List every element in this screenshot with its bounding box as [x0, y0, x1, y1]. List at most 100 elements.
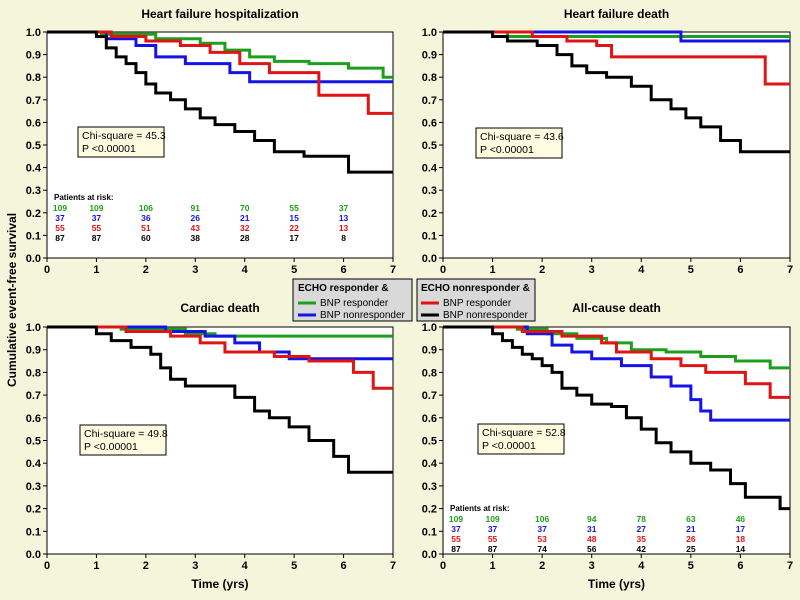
risk-table-value: 37 — [55, 213, 65, 223]
chi-square-label: Chi-square = 43.6 — [480, 131, 564, 143]
risk-table-value: 60 — [141, 233, 151, 243]
risk-table-value: 37 — [92, 213, 102, 223]
x-tick-label: 5 — [291, 560, 297, 572]
legend-entry-label: BNP nonresponder — [443, 310, 529, 321]
y-tick-label: 0.1 — [26, 230, 41, 242]
y-tick-label: 0.2 — [26, 208, 41, 220]
y-axis-label: Cumulative event-free survival — [5, 213, 19, 387]
y-tick-label: 0.4 — [422, 163, 438, 175]
panel-cardiac-death: Cardiac death 0.0 0.1 0.2 0.3 0.4 0.5 0.6 0.7 0.8… — [26, 301, 396, 591]
x-tick-label: 6 — [737, 264, 743, 276]
risk-table-value: 78 — [637, 514, 647, 524]
chi-square-label: Chi-square = 49.8 — [84, 428, 168, 440]
x-tick-label: 6 — [341, 264, 347, 276]
risk-table-value: 37 — [488, 524, 498, 534]
y-tick-label: 0.7 — [26, 95, 41, 107]
x-tick-label: 0 — [44, 560, 50, 572]
risk-table-title: Patients at risk: — [54, 193, 114, 202]
x-tick-label: 5 — [688, 264, 694, 276]
y-tick-label: 0.0 — [26, 549, 41, 561]
risk-table-value: 31 — [587, 524, 597, 534]
risk-table-value: 74 — [537, 544, 547, 554]
x-tick-label: 7 — [390, 264, 396, 276]
x-tick-label: 3 — [192, 560, 198, 572]
panel-title: Heart failure hospitalization — [141, 7, 298, 21]
panel-heart-failure-death: Heart failure death 0.0 0.1 0.2 0.3 0.4 0.5 0.6… — [422, 7, 793, 276]
x-tick-label: 0 — [440, 560, 446, 572]
risk-table-value: 32 — [240, 223, 250, 233]
y-tick-label: 0.4 — [422, 458, 438, 470]
panel-title: Cardiac death — [180, 301, 259, 315]
survival-curve-red — [47, 30, 393, 115]
x-tick-label: 5 — [688, 560, 694, 572]
x-tick-label: 7 — [787, 264, 793, 276]
risk-table-value: 13 — [339, 213, 349, 223]
y-tick-label: 0.5 — [26, 436, 41, 448]
y-tick-label: 0.7 — [422, 390, 437, 402]
stats-box — [475, 127, 563, 159]
y-tick-label: 0.7 — [26, 390, 41, 402]
y-tick-label: 0.1 — [26, 526, 41, 538]
p-value-label: P <0.00001 — [482, 440, 536, 452]
risk-table-value: 106 — [535, 514, 549, 524]
y-tick-label: 1.0 — [26, 27, 41, 39]
chi-square-label: Chi-square = 52.8 — [482, 427, 566, 439]
y-tick-label: 0.5 — [422, 140, 437, 152]
stats-box — [79, 424, 167, 456]
y-tick-label: 1.0 — [422, 27, 437, 39]
risk-table-value: 35 — [637, 534, 647, 544]
risk-table-value: 55 — [289, 203, 299, 213]
risk-table-value: 36 — [141, 213, 151, 223]
survival-curve-red — [443, 325, 790, 399]
y-tick-label: 0.0 — [422, 253, 437, 265]
legend-entry-label: BNP responder — [320, 298, 389, 309]
risk-table-value: 106 — [139, 203, 153, 213]
risk-table-title: Patients at risk: — [450, 504, 510, 513]
risk-table-value: 46 — [736, 514, 746, 524]
risk-table-value: 26 — [191, 213, 201, 223]
risk-table-value: 109 — [449, 514, 463, 524]
y-tick-label: 0.3 — [26, 481, 41, 493]
risk-table-value: 55 — [92, 223, 102, 233]
y-tick-label: 0.5 — [422, 436, 437, 448]
y-tick-label: 0.3 — [422, 481, 437, 493]
x-axis-label: Time (yrs) — [588, 577, 645, 591]
y-tick-label: 0.7 — [422, 95, 437, 107]
x-axis-label: Time (yrs) — [191, 577, 248, 591]
risk-table-value: 70 — [240, 203, 250, 213]
y-tick-label: 0.8 — [26, 72, 41, 84]
risk-table-value: 25 — [686, 544, 696, 554]
legend-group-title: ECHO nonresponder & — [421, 283, 530, 294]
y-tick-label: 0.8 — [26, 367, 41, 379]
survival-curve-blue — [47, 30, 393, 84]
y-tick-label: 0.4 — [26, 163, 42, 175]
x-tick-label: 2 — [539, 560, 545, 572]
risk-table-value: 87 — [92, 233, 102, 243]
risk-table-value: 109 — [485, 514, 499, 524]
p-value-label: P <0.00001 — [84, 441, 138, 453]
x-tick-label: 4 — [638, 264, 645, 276]
risk-table-value: 21 — [686, 524, 696, 534]
survival-curve-red — [47, 325, 393, 390]
y-tick-label: 0.9 — [26, 50, 41, 62]
risk-table-value: 18 — [736, 534, 746, 544]
x-tick-label: 1 — [490, 264, 496, 276]
x-tick-label: 1 — [93, 560, 99, 572]
panel-heart-failure-hospitalization: Heart failure hospitalization 0.0 0.1 0.2 0.… — [26, 7, 396, 276]
risk-table-value: 38 — [191, 233, 201, 243]
x-tick-label: 5 — [291, 264, 297, 276]
risk-table-value: 28 — [240, 233, 250, 243]
x-tick-label: 3 — [589, 560, 595, 572]
x-tick-label: 1 — [490, 560, 496, 572]
x-tick-label: 4 — [242, 560, 249, 572]
panel-all-cause-death: All-cause death 0.0 0.1 0.2 0.3 0.4 0.5 0.6 0.7 0… — [422, 301, 793, 591]
x-tick-label: 1 — [93, 264, 99, 276]
risk-table-value: 26 — [686, 534, 696, 544]
y-tick-label: 0.2 — [422, 208, 437, 220]
risk-table-value: 87 — [451, 544, 461, 554]
risk-table-value: 37 — [339, 203, 349, 213]
stats-box — [477, 423, 565, 455]
survival-curve-black — [47, 30, 393, 174]
y-tick-label: 0.3 — [26, 185, 41, 197]
